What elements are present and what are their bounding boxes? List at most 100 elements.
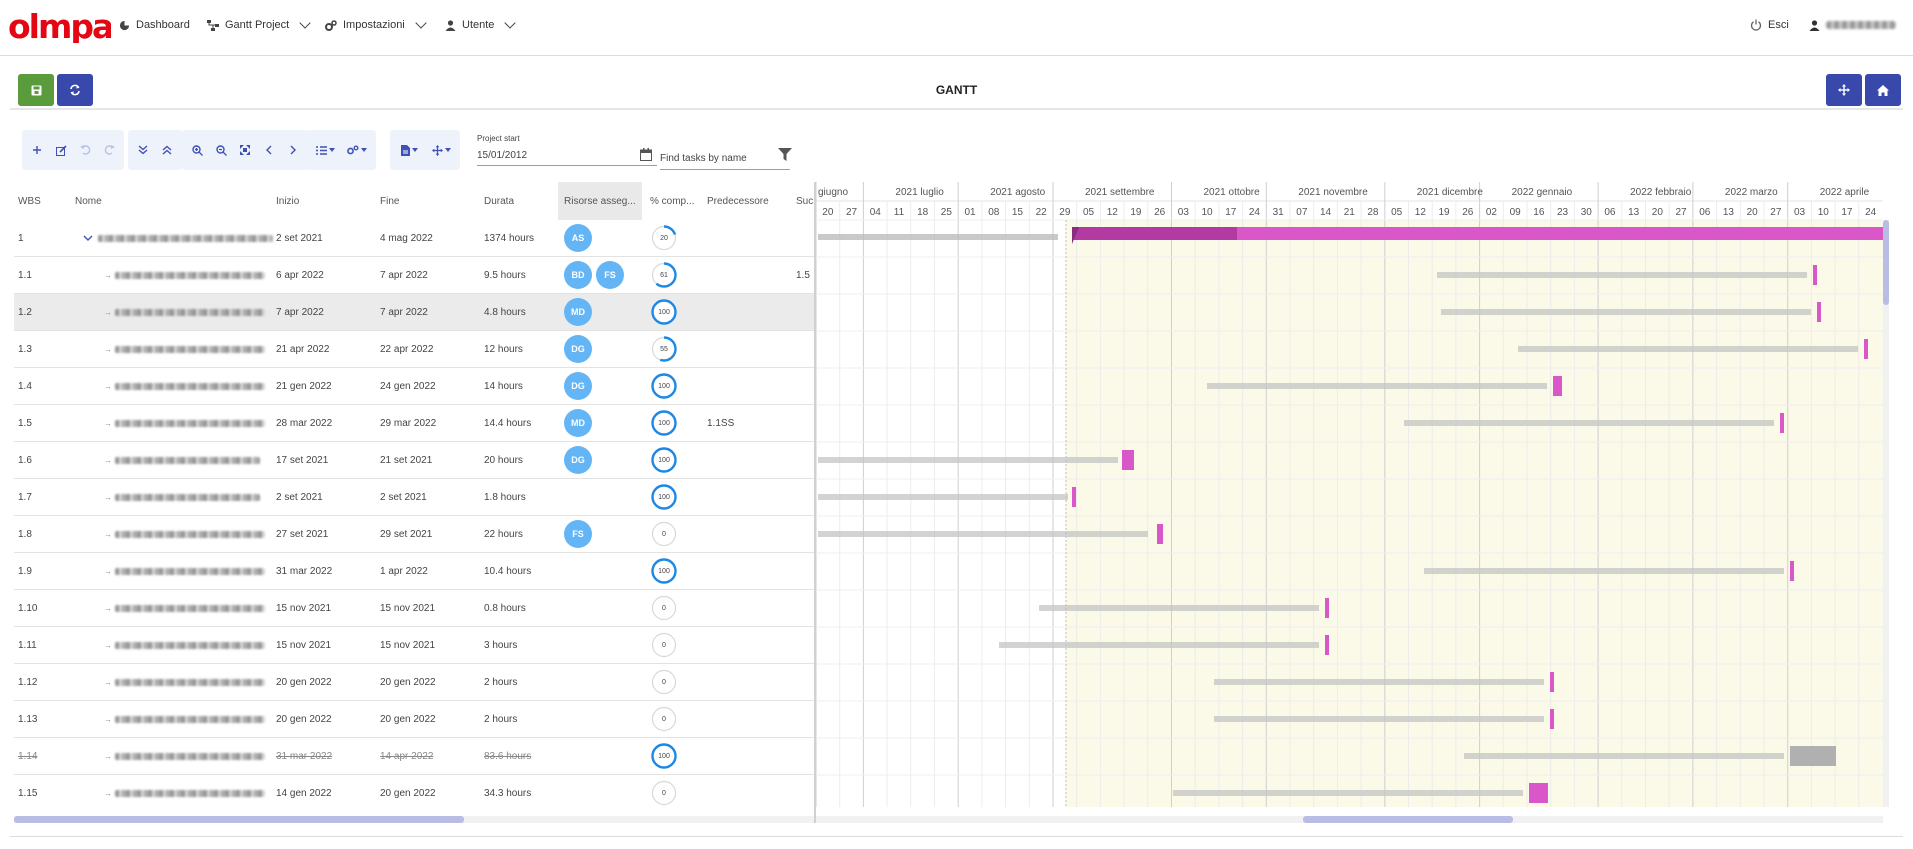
col-successore[interactable]: Suc bbox=[796, 196, 814, 207]
nav-dashboard[interactable]: Dashboard bbox=[118, 19, 190, 31]
redo-button[interactable] bbox=[98, 139, 120, 161]
save-button[interactable] bbox=[18, 74, 54, 106]
wbs-cell: 1.4 bbox=[18, 381, 32, 392]
table-row[interactable]: 1.10 → 15 nov 2021 15 nov 2021 0.8 hours 0 bbox=[14, 590, 814, 627]
resource-avatar[interactable]: MD bbox=[564, 298, 592, 326]
resource-avatar[interactable]: FS bbox=[596, 261, 624, 289]
col-nome[interactable]: Nome bbox=[75, 196, 102, 207]
completion-ring: 0 bbox=[650, 520, 678, 548]
chart-vertical-scrollbar[interactable] bbox=[1883, 220, 1889, 807]
double-chevron-up-icon bbox=[162, 145, 172, 155]
week-tick-label: 11 bbox=[894, 207, 905, 218]
nav-utente[interactable]: Utente bbox=[444, 17, 517, 31]
home-button[interactable] bbox=[1865, 74, 1901, 106]
table-row[interactable]: 1.3 → 21 apr 2022 22 apr 2022 12 hours DG 55 bbox=[14, 331, 814, 368]
completion-value: 0 bbox=[662, 715, 666, 723]
table-row[interactable]: 1.8 → 27 set 2021 29 set 2021 22 hours FS 0 bbox=[14, 516, 814, 553]
resource-avatar[interactable]: MD bbox=[564, 409, 592, 437]
table-row[interactable]: 1.7 → 2 set 2021 2 set 2021 1.8 hours 100 bbox=[14, 479, 814, 516]
nav-impostazioni[interactable]: Impostazioni bbox=[325, 17, 427, 31]
settings-dropdown-button[interactable] bbox=[342, 139, 372, 161]
col-risorse[interactable]: Risorse asseg... bbox=[564, 196, 636, 207]
user-icon bbox=[1808, 19, 1820, 31]
vertical-scroll-thumb[interactable] bbox=[1883, 220, 1889, 305]
resource-avatar[interactable]: DG bbox=[564, 446, 592, 474]
grid-horizontal-scrollbar[interactable] bbox=[14, 816, 814, 823]
move-button[interactable] bbox=[1826, 74, 1862, 106]
week-tick-label: 31 bbox=[1273, 207, 1285, 218]
table-row[interactable]: 1.6 → 17 set 2021 21 set 2021 20 hours DG 100 bbox=[14, 442, 814, 479]
grid-chart-splitter[interactable] bbox=[814, 182, 816, 823]
table-row[interactable]: 1.14 → 31 mar 2022 14 apr 2022 83.6 hours 100 bbox=[14, 738, 814, 775]
completion-value: 100 bbox=[658, 308, 670, 316]
zoom-in-button[interactable] bbox=[186, 139, 208, 161]
table-row[interactable]: 1.12 → 20 gen 2022 20 gen 2022 2 hours 0 bbox=[14, 664, 814, 701]
completion-value: 55 bbox=[660, 345, 668, 353]
table-row[interactable]: 1.11 → 15 nov 2021 15 nov 2021 3 hours 0 bbox=[14, 627, 814, 664]
export-button[interactable] bbox=[394, 139, 424, 161]
project-start-field[interactable]: 15/01/2012 bbox=[477, 150, 657, 166]
col-durata[interactable]: Durata bbox=[484, 196, 515, 207]
resource-avatar[interactable]: FS bbox=[564, 520, 592, 548]
month-label: 2021 novembre bbox=[1298, 187, 1368, 198]
summary-progress-bar bbox=[1072, 227, 1237, 240]
edit-task-button[interactable] bbox=[50, 139, 72, 161]
expand-all-button[interactable] bbox=[132, 139, 154, 161]
undo-button[interactable] bbox=[74, 139, 96, 161]
table-row[interactable]: 1.9 → 31 mar 2022 1 apr 2022 10.4 hours 100 bbox=[14, 553, 814, 590]
refresh-button[interactable] bbox=[57, 74, 93, 106]
current-user[interactable] bbox=[1808, 19, 1896, 31]
resource-avatar[interactable]: DG bbox=[564, 372, 592, 400]
subtask-marker: → bbox=[104, 567, 112, 576]
list-options-button[interactable] bbox=[310, 139, 340, 161]
logout-button[interactable]: Esci bbox=[1750, 19, 1789, 31]
week-tick-label: 19 bbox=[1130, 207, 1142, 218]
table-row[interactable]: 1 2 set 2021 4 mag 2022 1374 hours AS 20 bbox=[14, 220, 814, 257]
task-bar bbox=[1550, 709, 1554, 729]
table-row[interactable]: 1.13 → 20 gen 2022 20 gen 2022 2 hours 0 bbox=[14, 701, 814, 738]
add-task-button[interactable] bbox=[26, 139, 48, 161]
find-tasks-input[interactable]: Find tasks by name bbox=[660, 153, 790, 170]
col-inizio[interactable]: Inizio bbox=[276, 196, 300, 207]
end-date-cell: 29 set 2021 bbox=[380, 529, 433, 540]
olmpa-logo[interactable]: olmpa bbox=[8, 9, 111, 43]
col-completion[interactable]: % comp... bbox=[650, 196, 695, 207]
grid-scroll-thumb[interactable] bbox=[14, 816, 464, 823]
table-row[interactable]: 1.1 → 6 apr 2022 7 apr 2022 9.5 hours BD FS 61 1… bbox=[14, 257, 814, 294]
collapse-all-button[interactable] bbox=[156, 139, 178, 161]
col-wbs[interactable]: WBS bbox=[18, 196, 41, 207]
col-predecessore[interactable]: Predecessore bbox=[707, 196, 769, 207]
chart-scroll-thumb[interactable] bbox=[1303, 816, 1513, 823]
chevron-down-icon[interactable] bbox=[83, 233, 93, 243]
completion-ring: 100 bbox=[650, 742, 678, 770]
resource-avatar[interactable]: BD bbox=[564, 261, 592, 289]
redacted-task-name bbox=[115, 272, 265, 279]
chart-horizontal-scrollbar[interactable] bbox=[816, 816, 1883, 823]
redacted-task-name bbox=[115, 494, 260, 501]
filter-icon[interactable] bbox=[778, 148, 792, 164]
week-tick-label: 30 bbox=[1581, 207, 1593, 218]
week-tick-label: 20 bbox=[822, 207, 834, 218]
start-date-cell: 7 apr 2022 bbox=[276, 307, 324, 318]
fit-button[interactable] bbox=[234, 139, 256, 161]
table-row[interactable]: 1.2 → 7 apr 2022 7 apr 2022 4.8 hours MD 100 bbox=[14, 294, 814, 331]
week-tick-label: 22 bbox=[1036, 207, 1048, 218]
scroll-left-button[interactable] bbox=[258, 139, 280, 161]
week-tick-label: 09 bbox=[1510, 207, 1522, 218]
table-row[interactable]: 1.5 → 28 mar 2022 29 mar 2022 14.4 hours MD 10… bbox=[14, 405, 814, 442]
move-dropdown-button[interactable] bbox=[426, 139, 456, 161]
chevron-right-icon bbox=[290, 145, 296, 155]
resource-avatar[interactable]: DG bbox=[564, 335, 592, 363]
week-tick-label: 03 bbox=[1178, 207, 1190, 218]
col-fine[interactable]: Fine bbox=[380, 196, 400, 207]
calendar-icon[interactable] bbox=[640, 148, 652, 164]
redacted-bar-label bbox=[818, 494, 1068, 500]
task-bar bbox=[1817, 302, 1821, 322]
scroll-right-button[interactable] bbox=[282, 139, 304, 161]
zoom-out-button[interactable] bbox=[210, 139, 232, 161]
table-row[interactable]: 1.15 → 14 gen 2022 20 gen 2022 34.3 hours 0 bbox=[14, 775, 814, 807]
resource-avatar[interactable]: AS bbox=[564, 224, 592, 252]
table-row[interactable]: 1.4 → 21 gen 2022 24 gen 2022 14 hours DG 100 bbox=[14, 368, 814, 405]
completion-ring: 100 bbox=[650, 409, 678, 437]
nav-gantt-project[interactable]: Gantt Project bbox=[207, 17, 311, 31]
